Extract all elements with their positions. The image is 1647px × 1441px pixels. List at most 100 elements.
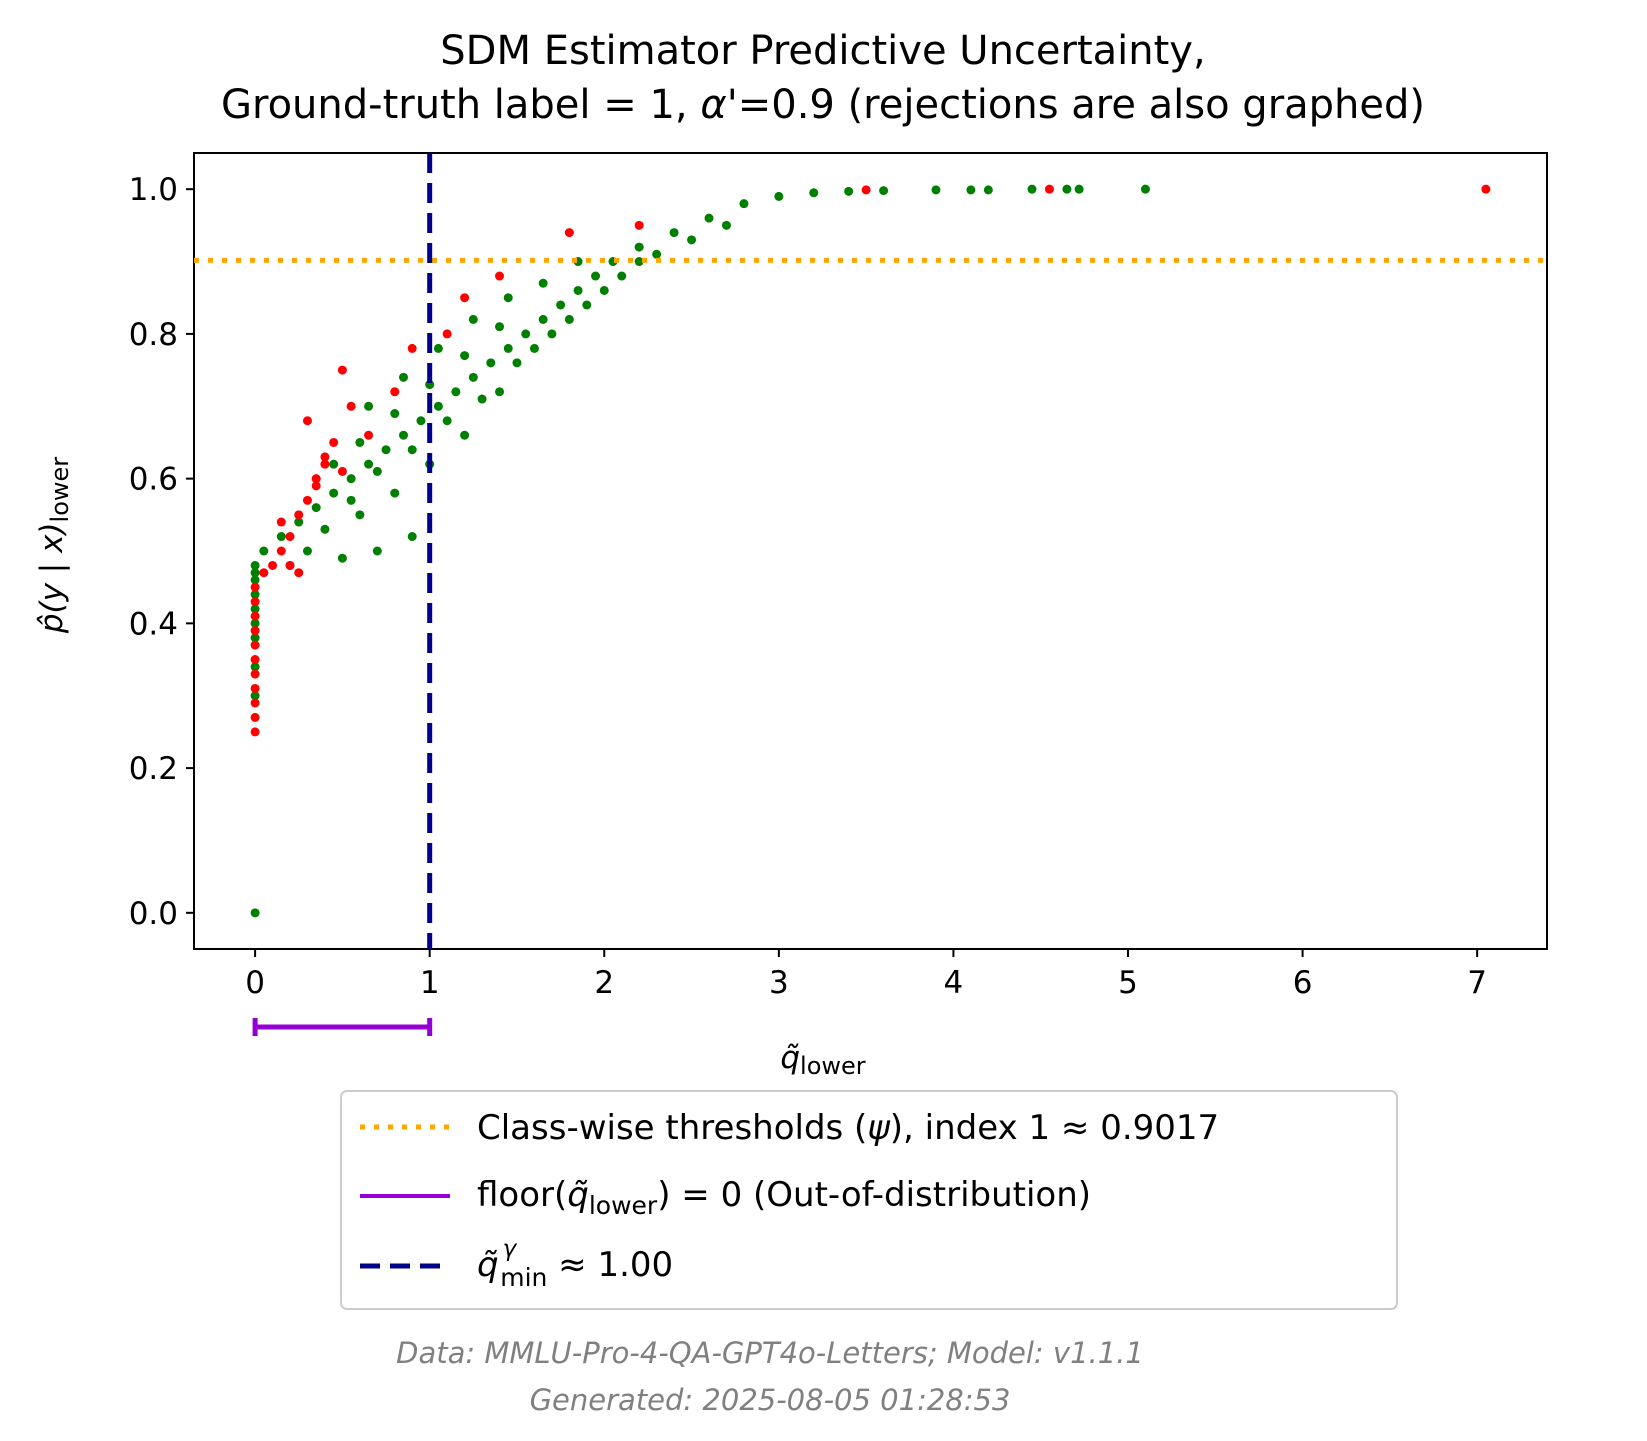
data-point-correct: [652, 249, 662, 259]
data-point-correct: [503, 293, 513, 303]
data-point-correct: [381, 445, 391, 455]
data-point-correct: [250, 560, 260, 570]
data-point-correct: [966, 185, 976, 195]
data-point-incorrect: [1044, 184, 1054, 194]
x-tick-label: 0: [245, 965, 265, 1001]
data-point-correct: [547, 329, 557, 339]
data-point-correct: [346, 474, 356, 484]
legend-item-threshold: Class-wise thresholds (ψ), index 1 ≈ 0.9…: [477, 1108, 1219, 1148]
data-point-correct: [591, 271, 601, 281]
x-axis-label-sub: lower: [800, 1052, 866, 1080]
legend-box: [340, 1090, 1398, 1310]
data-point-incorrect: [495, 271, 505, 281]
data-point-correct: [250, 575, 260, 585]
data-point-correct: [529, 343, 539, 353]
data-point-correct: [364, 401, 374, 411]
points-layer: [250, 184, 1491, 918]
data-point-correct: [468, 314, 478, 324]
data-point-correct: [259, 546, 269, 556]
data-point-correct: [398, 372, 408, 382]
data-point-incorrect: [250, 712, 260, 722]
data-point-correct: [460, 351, 470, 361]
data-point-correct: [346, 495, 356, 505]
data-point-incorrect: [346, 401, 356, 411]
data-point-incorrect: [276, 546, 286, 556]
data-point-incorrect: [302, 416, 312, 426]
x-tick-label: 6: [1293, 965, 1313, 1001]
data-point-correct: [477, 394, 487, 404]
data-point-correct: [250, 568, 260, 578]
ood-bracket: [252, 1018, 433, 1036]
y-axis-label-main: p̂(y | x): [34, 522, 70, 634]
data-point-incorrect: [302, 495, 312, 505]
data-point-correct: [739, 199, 749, 209]
x-tick-label: 1: [420, 965, 440, 1001]
x-tick-label: 3: [769, 965, 789, 1001]
data-point-correct: [442, 416, 452, 426]
data-point-correct: [250, 604, 260, 614]
data-point-correct: [503, 343, 513, 353]
y-axis-label-sub: lower: [46, 457, 74, 523]
data-point-correct: [1140, 184, 1150, 194]
data-point-incorrect: [250, 611, 260, 621]
data-point-correct: [433, 401, 443, 411]
data-point-incorrect: [320, 452, 330, 462]
y-tick-label: 0.8: [129, 317, 178, 353]
data-point-incorrect: [407, 343, 417, 353]
data-point-incorrect: [294, 510, 304, 520]
data-point-incorrect: [268, 560, 278, 570]
data-point-correct: [407, 445, 417, 455]
data-point-correct: [294, 517, 304, 527]
title-alpha-symbol: α: [700, 82, 726, 128]
data-point-incorrect: [250, 655, 260, 665]
data-point-incorrect: [337, 365, 347, 375]
data-point-correct: [564, 314, 574, 324]
data-point-incorrect: [364, 430, 374, 440]
data-point-correct: [337, 553, 347, 563]
data-point-correct: [416, 416, 426, 426]
data-point-incorrect: [337, 466, 347, 476]
data-point-correct: [704, 213, 714, 223]
data-point-correct: [276, 532, 286, 542]
data-point-incorrect: [285, 560, 295, 570]
y-ticks: 0.0 0.2 0.4 0.6 0.8 1.0: [129, 172, 194, 932]
data-point-correct: [468, 372, 478, 382]
data-point-incorrect: [320, 459, 330, 469]
data-point-correct: [355, 510, 365, 520]
data-point-incorrect: [861, 185, 871, 195]
data-point-correct: [355, 437, 365, 447]
lines-layer: [194, 153, 1547, 949]
data-point-incorrect: [311, 474, 321, 484]
data-point-correct: [250, 589, 260, 599]
data-point-correct: [320, 524, 330, 534]
x-ticks: 0 1 2 3 4 5 6 7: [245, 949, 1487, 1001]
data-point-correct: [634, 257, 644, 267]
data-point-correct: [844, 186, 854, 196]
y-tick-label: 0.2: [129, 751, 178, 787]
data-point-correct: [398, 430, 408, 440]
data-point-correct: [1074, 184, 1084, 194]
x-tick-label: 4: [944, 965, 964, 1001]
chart-title-line1: SDM Estimator Predictive Uncertainty,: [440, 28, 1205, 74]
legend: Class-wise thresholds (ψ), index 1 ≈ 0.9…: [340, 1090, 1398, 1310]
data-point-correct: [1062, 184, 1072, 194]
data-point-correct: [390, 409, 400, 419]
data-point-correct: [407, 532, 417, 542]
y-axis-label: p̂(y | x)lower: [34, 457, 74, 634]
footer-line1: Data: MMLU-Pro-4-QA-GPT4o-Letters; Model…: [396, 1336, 1144, 1370]
data-point-incorrect: [311, 481, 321, 491]
data-point-correct: [433, 343, 443, 353]
y-tick-label: 1.0: [129, 172, 178, 208]
legend-item-ood: floor(q̃lower) = 0 (Out-of-distribution): [477, 1175, 1091, 1220]
data-point-incorrect: [1481, 184, 1491, 194]
data-point-incorrect: [285, 532, 295, 542]
y-tick-label: 0.6: [129, 462, 178, 498]
data-point-correct: [538, 314, 548, 324]
x-tick-label: 2: [594, 965, 614, 1001]
data-point-correct: [634, 242, 644, 252]
data-point-correct: [372, 466, 382, 476]
data-point-incorrect: [250, 640, 260, 650]
data-point-incorrect: [250, 698, 260, 708]
data-point-correct: [302, 546, 312, 556]
data-point-incorrect: [276, 517, 286, 527]
